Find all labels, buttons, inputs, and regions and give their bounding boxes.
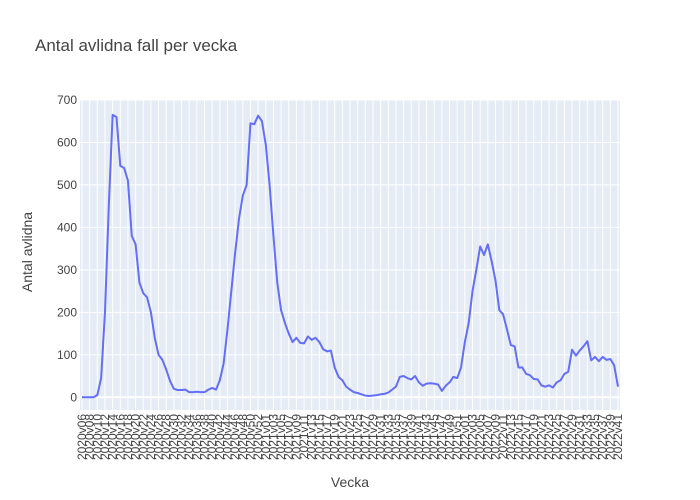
x-tick-label: 2022v41 (611, 414, 625, 460)
x-tick-label: 2020v26 (152, 414, 166, 460)
x-tick-label: 2021v49 (443, 414, 457, 460)
x-tick-label: 2021v27 (358, 414, 372, 460)
x-tick-label: 2021v17 (320, 414, 334, 460)
x-tick-label: 2020v46 (228, 414, 242, 460)
x-tick-label: 2021v07 (282, 414, 296, 460)
x-tick-label: 2020v12 (98, 414, 112, 460)
x-tick-label: 2021v09 (289, 414, 303, 460)
x-tick-label: 2020v34 (182, 414, 196, 460)
x-tick-label: 2021v37 (397, 414, 411, 460)
x-tick-label: 2020v52 (251, 414, 265, 460)
x-tick-label: 2021v43 (420, 414, 434, 460)
x-tick-label: 2021v23 (343, 414, 357, 460)
x-tick-label: 2022v07 (481, 414, 495, 460)
x-tick-label: 2021v05 (274, 414, 288, 460)
x-tick-label: 2022v09 (488, 414, 502, 460)
x-tick-label: 2020v32 (175, 414, 189, 460)
x-tick-label: 2022v15 (511, 414, 525, 460)
x-tick-label: 2020v40 (205, 414, 219, 460)
y-tick-label: 700 (57, 93, 77, 107)
x-tick-label: 2021v13 (305, 414, 319, 460)
x-tick-label: 2021v29 (366, 414, 380, 460)
y-tick-label: 500 (57, 178, 77, 192)
x-tick-label: 2022v39 (603, 414, 617, 460)
x-tick-label: 2022v27 (557, 414, 571, 460)
x-tick-label: 2021v19 (328, 414, 342, 460)
x-tick-label: 2021v25 (351, 414, 365, 460)
x-tick-label: 2020v20 (129, 414, 143, 460)
x-tick-label: 2020v28 (159, 414, 173, 460)
y-tick-label: 300 (57, 263, 77, 277)
x-tick-label: 2021v03 (266, 414, 280, 460)
x-tick-label: 2022v03 (466, 414, 480, 460)
x-tick-label: 2020v30 (167, 414, 181, 460)
x-tick-label: 2022v23 (542, 414, 556, 460)
y-tick-label: 400 (57, 220, 77, 234)
x-tick-label: 2020v38 (198, 414, 212, 460)
x-tick-label: 2020v06 (75, 414, 89, 460)
x-tick-label: 2020v14 (106, 414, 120, 460)
x-tick-label: 2022v21 (534, 414, 548, 460)
x-tick-label: 2020v18 (121, 414, 135, 460)
x-tick-label: 2022v37 (596, 414, 610, 460)
x-tick-label: 2022v31 (573, 414, 587, 460)
x-tick-label: 2022v35 (588, 414, 602, 460)
x-tick-label: 2020v44 (220, 414, 234, 460)
x-tick-label: 2021v41 (412, 414, 426, 460)
y-tick-label: 200 (57, 305, 77, 319)
x-tick-label: 2020v36 (190, 414, 204, 460)
grid (80, 99, 620, 410)
x-tick-label: 2021v45 (427, 414, 441, 460)
x-tick-label: 2021v21 (335, 414, 349, 460)
y-axis-title: Antal avlidna (19, 212, 35, 292)
x-tick-label: 2022v13 (504, 414, 518, 460)
x-tick-label: 2022v11 (496, 414, 510, 459)
x-tick-label: 2021v47 (435, 414, 449, 460)
x-tick-label: 2021v51 (450, 414, 464, 460)
x-tick-label: 2021v33 (381, 414, 395, 460)
x-tick-label: 2020v22 (136, 414, 150, 460)
x-tick-label: 2022v25 (550, 414, 564, 460)
x-tick-label: 2020v08 (83, 414, 97, 460)
x-tick-label: 2021v39 (404, 414, 418, 460)
x-tick-label: 2020v48 (236, 414, 250, 460)
x-tick-label: 2022v33 (580, 414, 594, 460)
x-tick-label: 2020v42 (213, 414, 227, 460)
x-tick-label: 2021v35 (389, 414, 403, 460)
y-tick-label: 600 (57, 135, 77, 149)
x-tick-label: 2022v05 (473, 414, 487, 460)
marks (82, 113, 619, 399)
x-tick-label: 2020v10 (90, 414, 104, 460)
x-tick-label: 2021v31 (374, 414, 388, 460)
line-series (82, 113, 619, 399)
x-tick-label: 2022v17 (519, 414, 533, 460)
x-tick-label: 2022v01 (458, 414, 472, 460)
x-tick-label: 2022v19 (527, 414, 541, 460)
x-tick-label: 2021v15 (312, 414, 326, 460)
x-tick-label: 2020v24 (144, 414, 158, 460)
y-tick-label: 100 (57, 348, 77, 362)
x-tick-label: 2020v50 (243, 414, 257, 460)
x-tick-label: 2021v11 (297, 414, 311, 459)
chart-title: Antal avlidna fall per vecka (35, 36, 238, 55)
x-tick-label: 2021v01 (259, 414, 273, 460)
x-axis-title: Vecka (331, 474, 369, 490)
x-tick-label: 2022v29 (565, 414, 579, 460)
x-tick-label: 2020v16 (113, 414, 127, 460)
y-tick-label: 0 (70, 390, 77, 404)
